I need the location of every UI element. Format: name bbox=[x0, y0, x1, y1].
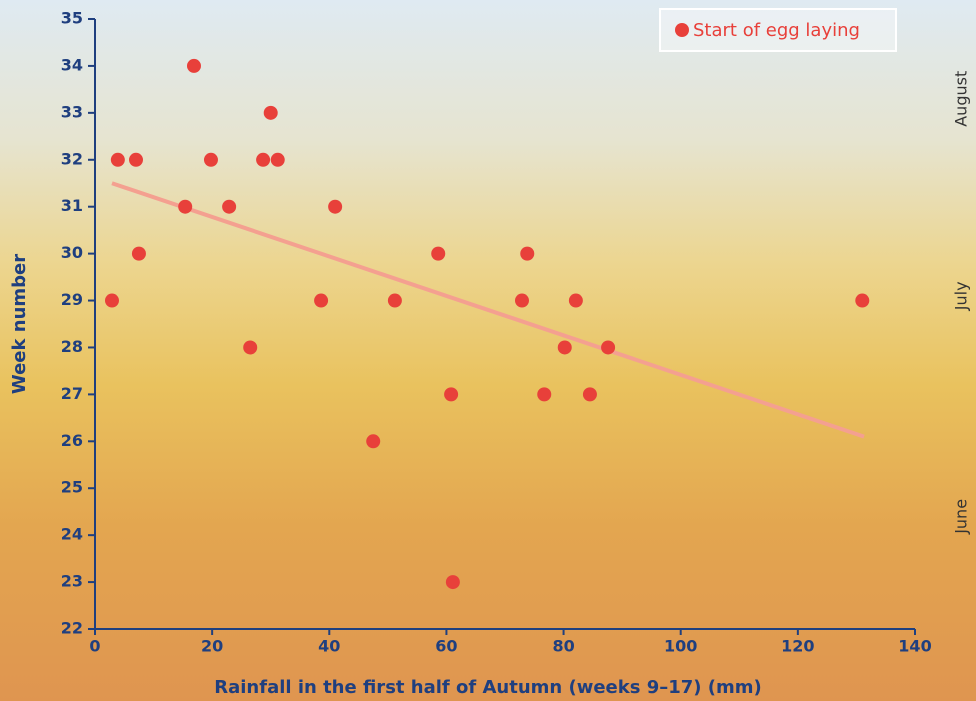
x-tick-label: 80 bbox=[552, 637, 574, 656]
point bbox=[583, 387, 597, 401]
y-tick-label: 32 bbox=[61, 149, 83, 168]
point bbox=[366, 434, 380, 448]
point bbox=[129, 153, 143, 167]
month-label: August bbox=[952, 71, 971, 127]
point bbox=[388, 294, 402, 308]
x-tick-label: 20 bbox=[201, 637, 223, 656]
y-tick-label: 22 bbox=[61, 619, 83, 638]
point bbox=[537, 387, 551, 401]
point bbox=[132, 247, 146, 261]
x-tick-label: 60 bbox=[435, 637, 457, 656]
y-tick-label: 29 bbox=[61, 290, 83, 309]
y-tick-label: 35 bbox=[61, 9, 83, 28]
point bbox=[187, 59, 201, 73]
point bbox=[264, 106, 278, 120]
legend-label: Start of egg laying bbox=[693, 20, 860, 41]
y-tick-label: 25 bbox=[61, 478, 83, 497]
point bbox=[431, 247, 445, 261]
y-axis-title: Week number bbox=[9, 254, 30, 394]
point bbox=[558, 340, 572, 354]
point bbox=[444, 387, 458, 401]
chart: Rainfall in the first half of Autumn (we… bbox=[0, 0, 976, 701]
point bbox=[601, 340, 615, 354]
point bbox=[515, 294, 529, 308]
legend-marker bbox=[675, 23, 689, 37]
y-tick-label: 26 bbox=[61, 431, 83, 450]
y-tick-label: 24 bbox=[61, 525, 83, 544]
point bbox=[256, 153, 270, 167]
y-tick-label: 31 bbox=[61, 196, 83, 215]
x-tick-label: 40 bbox=[318, 637, 340, 656]
point bbox=[569, 294, 583, 308]
y-tick-label: 23 bbox=[61, 572, 83, 591]
point bbox=[328, 200, 342, 214]
point bbox=[855, 294, 869, 308]
point bbox=[243, 340, 257, 354]
month-label: July bbox=[952, 281, 971, 311]
point bbox=[271, 153, 285, 167]
trend-line bbox=[112, 183, 864, 436]
point bbox=[105, 294, 119, 308]
x-tick-label: 0 bbox=[89, 637, 100, 656]
y-tick-label: 34 bbox=[61, 55, 83, 74]
month-label: June bbox=[952, 499, 971, 535]
x-tick-label: 140 bbox=[898, 637, 931, 656]
y-tick-label: 30 bbox=[61, 243, 83, 262]
page: {"chart_data": {"type": "scatter", "xlab… bbox=[0, 0, 976, 701]
x-tick-label: 120 bbox=[781, 637, 814, 656]
point bbox=[314, 294, 328, 308]
y-tick-label: 28 bbox=[61, 337, 83, 356]
y-tick-label: 33 bbox=[61, 102, 83, 121]
y-tick-label: 27 bbox=[61, 384, 83, 403]
x-tick-label: 100 bbox=[664, 637, 697, 656]
point bbox=[111, 153, 125, 167]
x-axis-title: Rainfall in the first half of Autumn (we… bbox=[214, 677, 761, 698]
point bbox=[446, 575, 460, 589]
point bbox=[222, 200, 236, 214]
point bbox=[520, 247, 534, 261]
point bbox=[178, 200, 192, 214]
point bbox=[204, 153, 218, 167]
